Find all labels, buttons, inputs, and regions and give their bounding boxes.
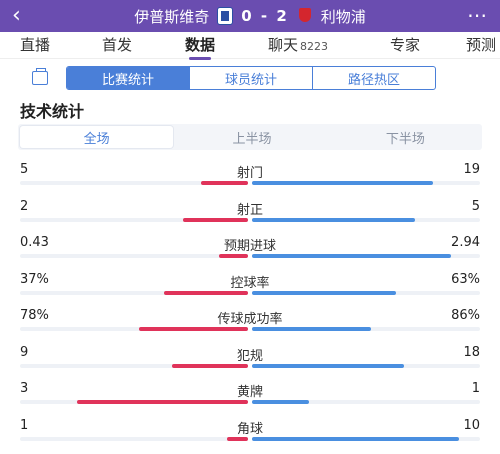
away-team-name: 利物浦 [320,7,366,26]
home-team-badge-icon [217,7,234,25]
away-bar [252,327,372,331]
tab-expert[interactable]: 专家 [390,34,420,55]
home-bar [77,400,248,404]
tab-label: 预测 [466,36,497,54]
match-title: 伊普斯维奇 0 - 2 利物浦 [0,0,500,32]
home-bar [172,363,248,368]
stat-away-value: 5 [471,198,480,214]
tab-lineup[interactable]: 首发 [102,34,132,55]
stat-away-value: 19 [463,162,480,177]
stat-label: 犯规 [236,348,263,364]
home-bar [227,436,248,441]
tab-prediction[interactable]: 预测 [466,34,496,55]
home-bar-track [20,400,248,404]
home-bar-track [20,254,248,258]
more-dots-icon[interactable]: ⋯ [467,3,488,27]
stat-away-value: 18 [463,344,480,360]
away-bar-track [252,181,480,185]
stat-row: 5 射门 19 [0,162,500,198]
home-bar-track [20,327,248,331]
home-bar-track [20,363,248,368]
away-bar-track [252,400,480,404]
stat-label: 角球 [236,421,263,437]
tab-live[interactable]: 直播 [20,34,50,55]
tab-chat[interactable]: 聊天 8223 [268,34,328,55]
home-bar [163,290,248,295]
stat-home-value: 37% [20,271,49,287]
period-full[interactable]: 全场 [20,126,174,148]
screenshot-icon[interactable] [32,68,48,85]
stat-home-value: 78% [20,308,49,323]
home-bar-track [20,217,248,222]
stat-home-value: 5 [20,162,29,177]
stat-label: 射正 [236,202,263,218]
away-team-badge-icon [297,7,313,25]
stat-home-value: 1 [20,417,29,433]
away-bar [252,436,460,441]
stat-row: 0.43 预期进球 2.94 [0,235,500,271]
match-score: 0 - 2 [241,7,289,25]
stat-away-value: 10 [463,417,480,433]
home-bar-track [20,181,248,185]
stat-row: 3 黄牌 1 [0,381,500,417]
away-bar [252,217,415,222]
tab-data[interactable]: 数据 [185,34,216,60]
stats-type-segmented: 比赛统计 球员统计 路径热区 [66,66,436,90]
tab-bar: 直播 首发 数据 聊天 8223 专家 预测 [0,32,500,60]
tab-label: 聊天 [268,36,299,54]
away-bar-track [252,217,480,222]
home-bar [182,217,248,222]
stat-row: 37% 控球率 63% [0,272,500,308]
stat-label: 黄牌 [236,385,263,400]
away-bar [252,400,309,404]
home-bar [139,327,248,331]
period-second-half[interactable]: 下半场 [385,131,425,147]
stat-home-value: 0.43 [20,235,49,250]
stat-row: 78% 传球成功率 86% [0,308,500,344]
stat-label: 预期进球 [223,239,276,254]
tab-label: 专家 [390,36,421,54]
stat-home-value: 2 [20,198,29,214]
segment-player-stats[interactable]: 球员统计 [190,67,313,89]
stat-label: 传球成功率 [217,312,283,327]
stat-home-value: 3 [20,381,29,396]
away-bar [252,363,405,368]
match-header: ‹ 伊普斯维奇 0 - 2 利物浦 ⋯ [0,0,500,32]
period-tabs: 全场 上半场 下半场 [18,124,482,150]
stat-away-value: 63% [451,271,480,287]
stat-row: 1 角球 10 [0,418,500,454]
away-bar-track [252,436,480,441]
stat-label: 控球率 [230,275,270,291]
chat-count: 8223 [300,40,329,53]
away-bar [252,181,433,185]
period-first-half[interactable]: 上半场 [232,131,272,147]
tab-label: 数据 [185,36,216,54]
stat-away-value: 86% [451,308,480,323]
away-bar-track [252,254,480,258]
home-bar [200,181,248,185]
home-team-name: 伊普斯维奇 [134,7,210,26]
tab-label: 首发 [102,36,133,54]
stat-away-value: 2.94 [451,235,480,250]
tab-label: 直播 [20,36,51,54]
segment-heatmap[interactable]: 路径热区 [347,72,400,88]
back-icon[interactable]: ‹ [12,3,21,28]
stat-label: 射门 [236,166,263,181]
stat-row: 9 犯规 18 [0,345,500,381]
stat-away-value: 1 [471,381,480,396]
home-bar [218,254,248,258]
away-bar-track [252,290,480,295]
home-bar-track [20,436,248,441]
section-title: 技术统计 [20,102,85,121]
away-bar-track [252,327,480,331]
home-bar-track [20,290,248,295]
stat-home-value: 9 [20,344,29,360]
away-bar [252,254,451,258]
away-bar-track [252,363,480,368]
away-bar [252,290,396,295]
stat-row: 2 射正 5 [0,199,500,235]
segment-match-stats[interactable]: 比赛统计 [67,67,190,89]
